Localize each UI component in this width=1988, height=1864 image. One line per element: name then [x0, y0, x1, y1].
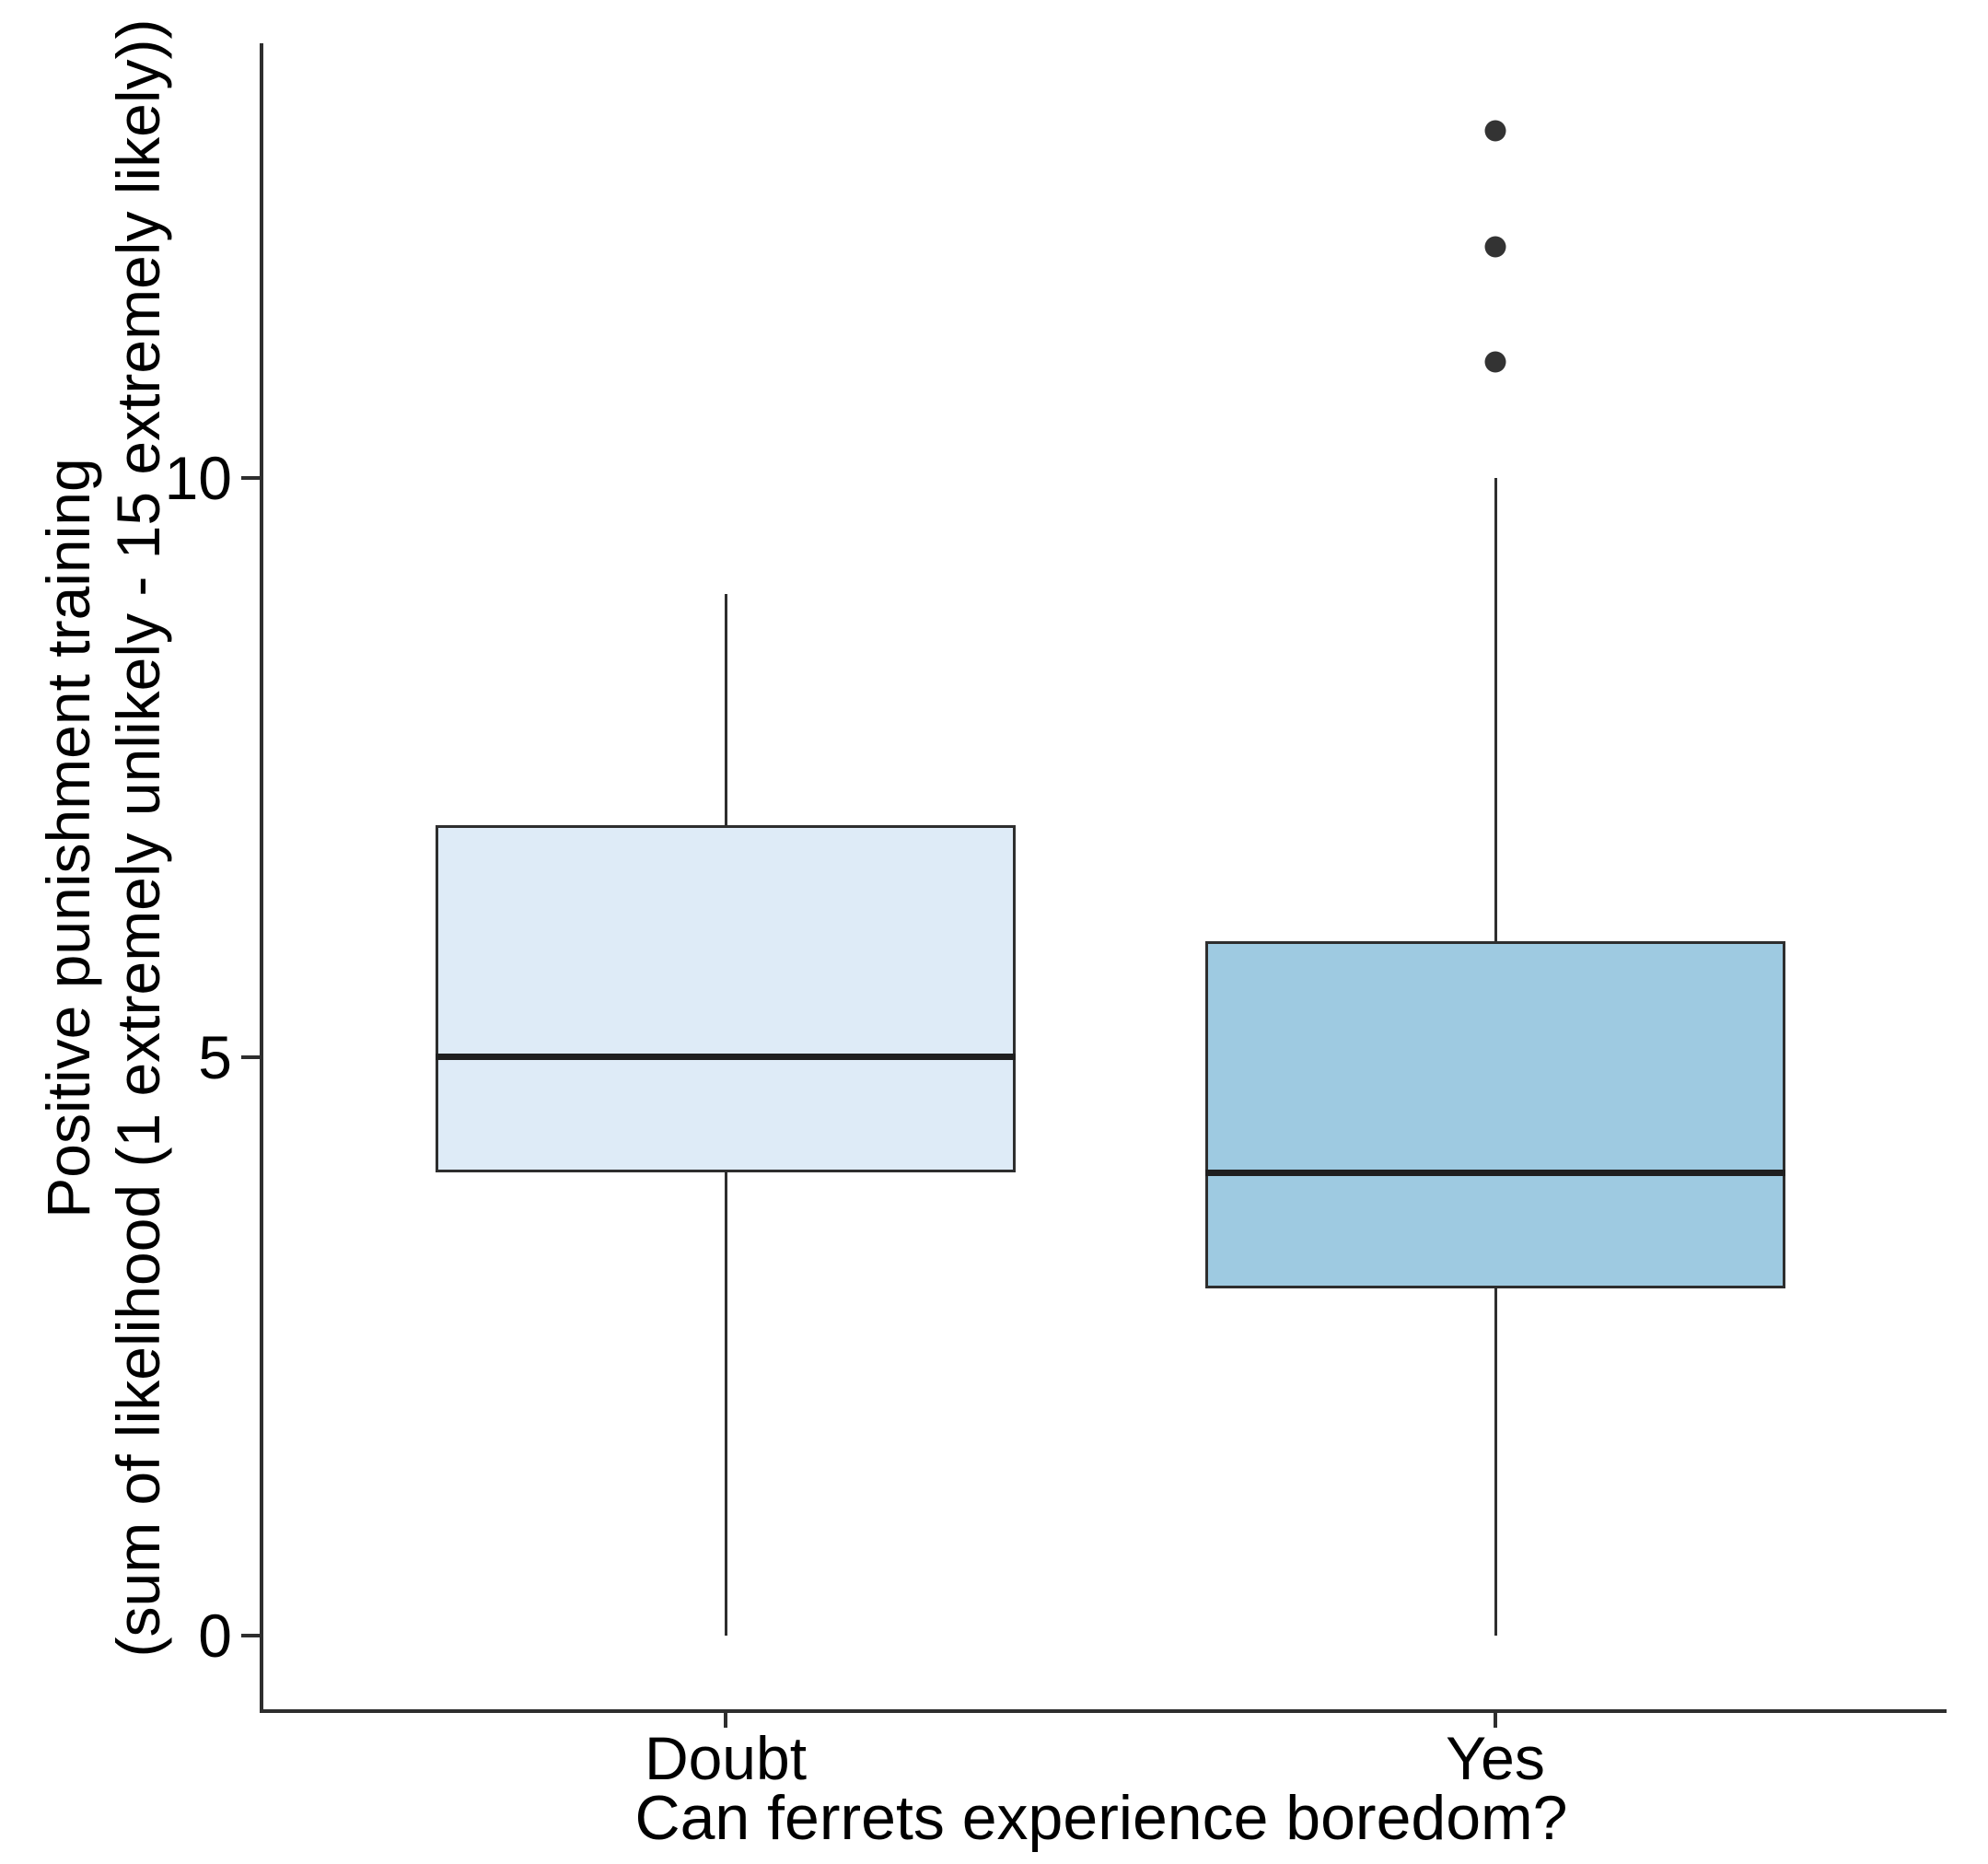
box-yes [1205, 940, 1785, 1288]
x-axis-title: Can ferrets experience boredom? [634, 1783, 1568, 1853]
outlier-point-yes [1484, 120, 1506, 142]
plot-panel [260, 43, 1947, 1713]
lower-whisker-doubt [724, 1172, 727, 1636]
y-tick-label: 5 [198, 1022, 232, 1091]
y-axis-title-line-1: Positive punishment training [34, 458, 102, 1218]
x-axis-tick [724, 1709, 727, 1728]
y-axis-tick [241, 476, 260, 480]
median-line-yes [1205, 1169, 1785, 1176]
outlier-point-yes [1484, 236, 1506, 258]
x-tick-label-yes: Yes [1446, 1724, 1545, 1792]
x-tick-label-doubt: Doubt [644, 1724, 808, 1792]
upper-whisker-yes [1494, 478, 1497, 941]
lower-whisker-yes [1494, 1287, 1497, 1636]
y-axis-tick [241, 1054, 260, 1059]
box-doubt [436, 825, 1016, 1173]
median-line-doubt [436, 1054, 1016, 1060]
y-axis-title-line-2: (sum of likelihood (1 extremely unlikely… [104, 18, 172, 1658]
outlier-point-yes [1484, 351, 1506, 373]
y-tick-label: 0 [198, 1602, 232, 1670]
y-tick-label: 10 [164, 444, 232, 512]
y-axis-title: Positive punishment training (sum of lik… [33, 19, 173, 1658]
y-axis-tick [241, 1634, 260, 1637]
upper-whisker-doubt [724, 593, 727, 826]
x-axis-tick [1494, 1709, 1497, 1728]
